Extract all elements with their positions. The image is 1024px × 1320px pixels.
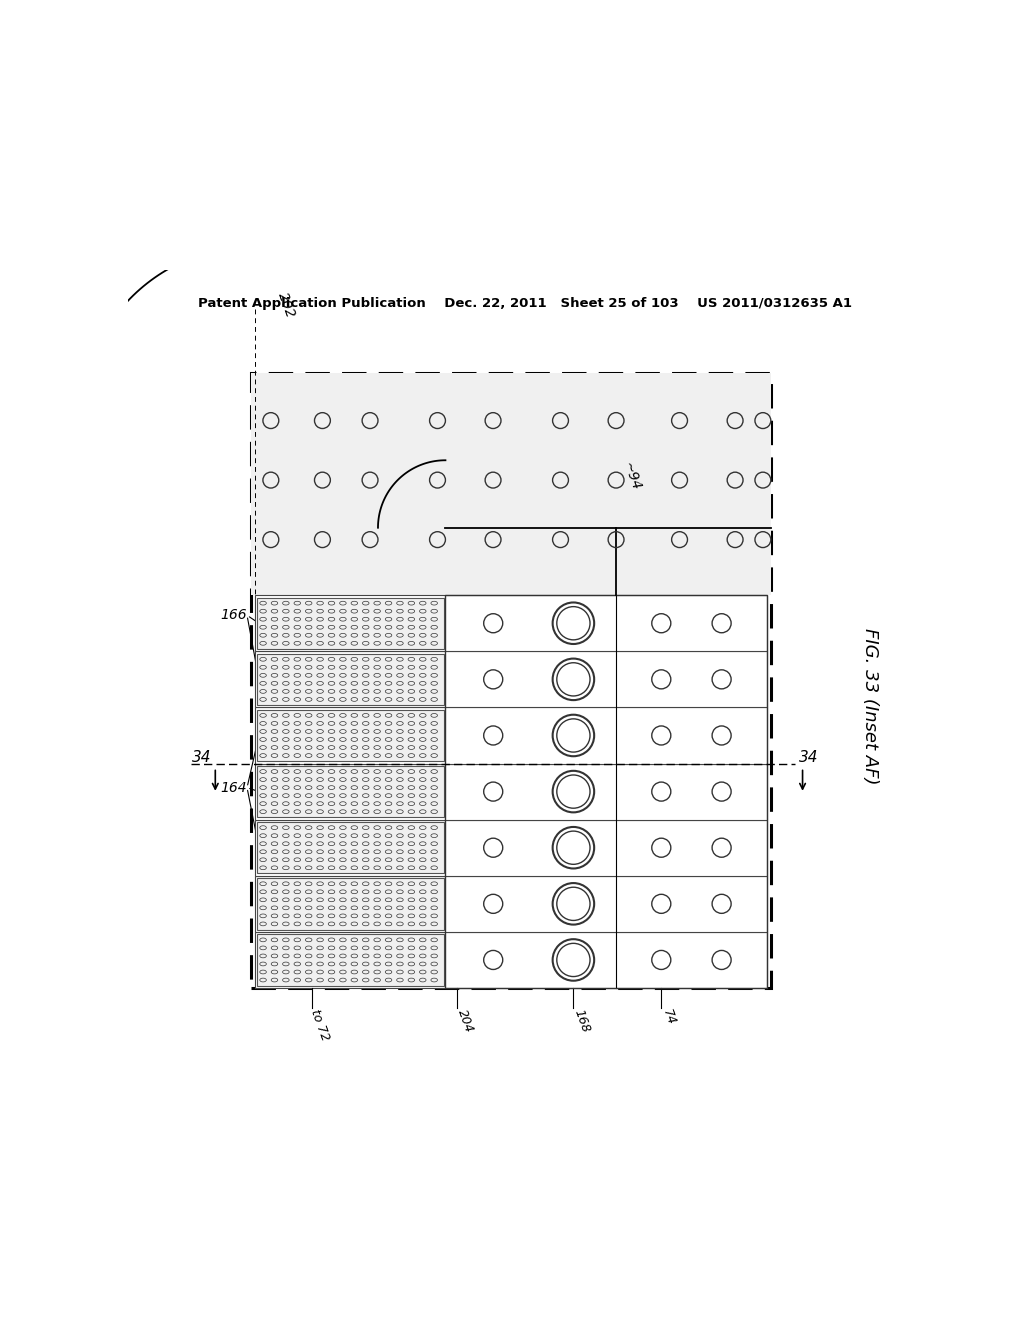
Text: 34: 34 <box>191 750 211 764</box>
Text: ~94: ~94 <box>620 459 643 492</box>
Bar <box>257 935 443 986</box>
Text: 202: 202 <box>274 290 297 321</box>
Bar <box>255 763 767 820</box>
Bar <box>255 651 767 708</box>
Text: 204: 204 <box>455 1008 475 1035</box>
Text: 74: 74 <box>660 1008 678 1027</box>
Bar <box>255 932 767 987</box>
Bar <box>257 598 443 649</box>
Bar <box>257 710 443 762</box>
Bar <box>257 878 443 929</box>
Text: 34: 34 <box>799 750 818 764</box>
Bar <box>251 374 771 987</box>
Bar <box>257 766 443 817</box>
Text: 168: 168 <box>571 1008 592 1035</box>
Bar <box>255 820 767 875</box>
Bar <box>257 822 443 874</box>
Bar <box>255 708 767 763</box>
Bar <box>255 875 767 932</box>
Text: 164: 164 <box>220 780 247 795</box>
Text: Patent Application Publication    Dec. 22, 2011   Sheet 25 of 103    US 2011/031: Patent Application Publication Dec. 22, … <box>198 297 852 310</box>
Text: FIG. 33 (Inset AF): FIG. 33 (Inset AF) <box>861 628 879 784</box>
Bar <box>251 374 771 595</box>
Bar <box>255 595 767 651</box>
Text: to 72: to 72 <box>308 1008 332 1043</box>
Bar <box>257 653 443 705</box>
Text: 166: 166 <box>220 609 247 622</box>
Bar <box>445 595 767 987</box>
